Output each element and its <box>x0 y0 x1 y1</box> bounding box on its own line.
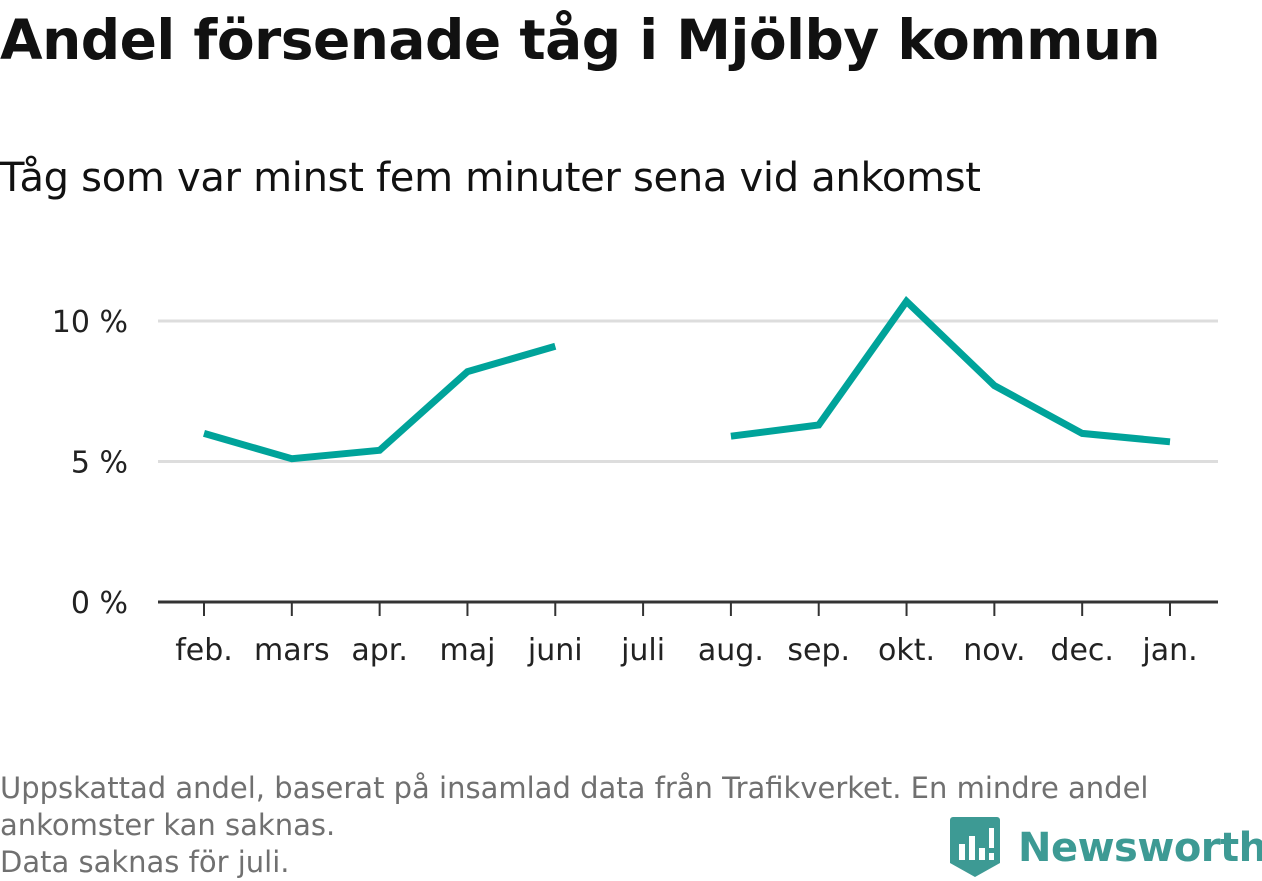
x-tick-label: apr. <box>351 633 408 668</box>
brand-name: Newsworthy <box>1018 825 1262 871</box>
y-tick-label: 10 % <box>52 305 128 340</box>
x-tick-label: sep. <box>787 633 850 668</box>
x-tick-label: juli <box>620 633 665 668</box>
y-tick-label: 0 % <box>71 586 128 621</box>
x-tick-label: maj <box>439 633 495 668</box>
x-tick-label: jan. <box>1141 633 1197 668</box>
x-tick-label: mars <box>254 633 330 668</box>
line-chart: 0 % 5 % 10 % feb. mars apr. maj juni juli aug. se… <box>52 295 1218 668</box>
x-tick-label: feb. <box>175 633 233 668</box>
gridlines <box>158 319 1218 463</box>
x-tick-label: nov. <box>963 633 1025 668</box>
series-line <box>203 342 557 463</box>
brand-logo: Newsworthy <box>950 817 1262 878</box>
series-line <box>730 295 1171 446</box>
footnote-line-2: ankomster kan saknas. <box>0 808 336 842</box>
footnote: Uppskattad andel, baserat på insamlad da… <box>0 770 1255 881</box>
x-tick-label: juni <box>527 633 583 668</box>
y-axis-labels: 0 % 5 % 10 % <box>52 305 128 621</box>
chart-subtitle: Tåg som var minst fem minuter sena vid a… <box>0 155 981 201</box>
y-tick-label: 5 % <box>71 446 128 481</box>
newsworthy-logo-icon <box>950 817 1000 877</box>
chart-title: Andel försenade tåg i Mjölby kommun <box>0 8 1161 72</box>
x-tick-label: dec. <box>1050 633 1114 668</box>
footnote-line-3: Data saknas för juli. <box>0 845 290 879</box>
series-layer <box>203 295 1171 463</box>
footnote-line-1: Uppskattad andel, baserat på insamlad da… <box>0 771 1149 805</box>
x-axis-labels: feb. mars apr. maj juni juli aug. sep. okt. nov. d… <box>175 633 1197 668</box>
x-tick-label: aug. <box>698 633 764 668</box>
x-tick-label: okt. <box>878 633 935 668</box>
x-axis <box>158 600 1218 616</box>
